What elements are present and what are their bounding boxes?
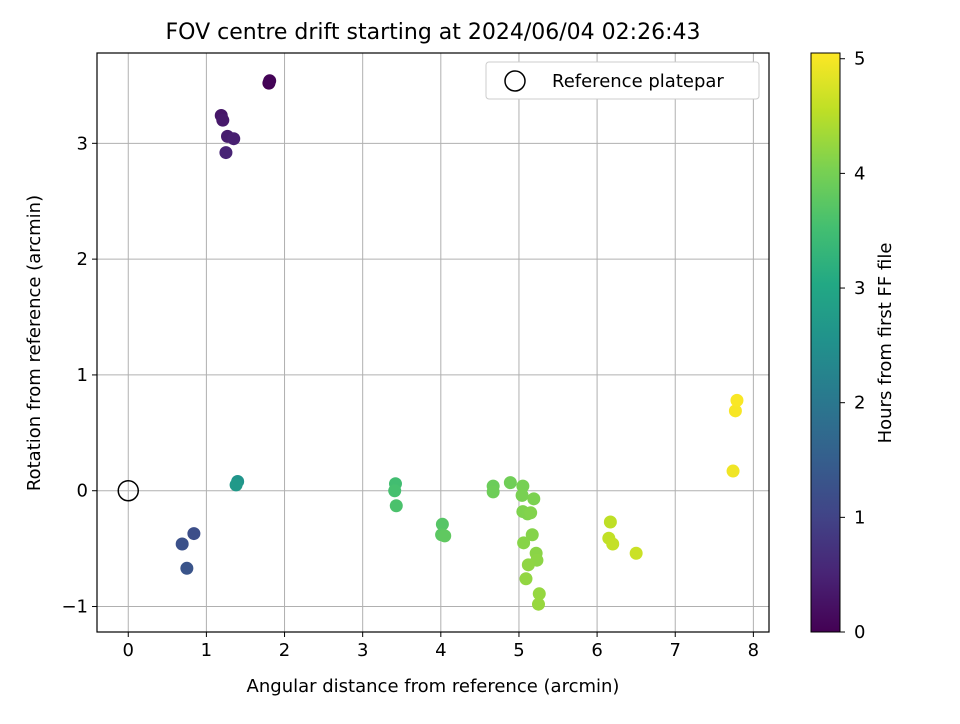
data-point [531, 597, 545, 611]
reference-platepar-marker [117, 479, 140, 502]
chart-title: FOV centre drift starting at 2024/06/04 … [166, 20, 701, 45]
colorbar-tick-label: 2 [854, 393, 865, 414]
legend-label-reference: Reference platepar [552, 71, 724, 92]
data-point [388, 484, 402, 498]
y-tick-label: 3 [77, 133, 88, 154]
x-axis-ticks: 0 1 2 3 4 5 6 7 8 [123, 632, 759, 661]
plot-frame [96, 52, 770, 633]
x-tick-label: 8 [748, 640, 759, 661]
colorbar-label: Hours from first FF file [875, 243, 896, 444]
data-point [519, 572, 533, 586]
data-point [175, 537, 189, 551]
y-tick-label: −1 [61, 597, 88, 618]
data-point [521, 558, 535, 572]
y-tick-label: 0 [77, 481, 88, 502]
data-point [606, 537, 620, 551]
colorbar: 0 1 2 3 4 5 Hours from first FF file [810, 49, 896, 643]
data-point [503, 476, 517, 490]
data-point [216, 113, 230, 127]
data-point [263, 74, 277, 88]
colorbar-tick-label: 3 [854, 278, 865, 299]
data-point [730, 393, 744, 407]
data-point [525, 528, 539, 542]
data-point [227, 132, 241, 146]
data-point [180, 561, 194, 575]
colorbar-ticks: 0 1 2 3 4 5 [840, 49, 865, 643]
y-axis-label: Rotation from reference (arcmin) [24, 195, 45, 491]
legend: Reference platepar [485, 61, 760, 100]
data-point [187, 527, 201, 541]
data-point [524, 506, 538, 520]
data-point [603, 515, 617, 529]
x-tick-label: 0 [123, 640, 134, 661]
data-points [117, 74, 744, 611]
data-point [728, 404, 742, 418]
x-tick-label: 1 [201, 640, 212, 661]
data-point [515, 488, 529, 502]
y-tick-label: 1 [77, 365, 88, 386]
data-point [527, 492, 541, 506]
grid-lines [97, 53, 769, 632]
data-point [486, 485, 500, 499]
x-tick-label: 4 [435, 640, 446, 661]
colorbar-tick-label: 1 [854, 507, 865, 528]
data-point [389, 499, 403, 513]
data-point [219, 146, 233, 160]
x-tick-label: 3 [357, 640, 368, 661]
colorbar-tick-label: 5 [854, 49, 865, 70]
x-tick-label: 5 [513, 640, 524, 661]
data-point [516, 479, 530, 493]
data-point [629, 546, 643, 560]
x-tick-label: 7 [670, 640, 681, 661]
data-point [517, 536, 531, 550]
colorbar-tick-label: 0 [854, 622, 865, 643]
colorbar-gradient [810, 52, 841, 633]
data-point [532, 587, 546, 601]
y-tick-label: 2 [77, 249, 88, 270]
legend-marker-reference [504, 70, 526, 92]
data-point [438, 529, 452, 543]
legend-frame [485, 61, 760, 100]
x-tick-label: 2 [279, 640, 290, 661]
colorbar-tick-label: 4 [854, 163, 865, 184]
data-point [726, 464, 740, 478]
y-axis-ticks: −1 0 1 2 3 [61, 133, 97, 618]
data-point [229, 478, 243, 492]
x-axis-label: Angular distance from reference (arcmin) [247, 676, 620, 697]
x-tick-label: 6 [591, 640, 602, 661]
data-point [435, 517, 449, 531]
